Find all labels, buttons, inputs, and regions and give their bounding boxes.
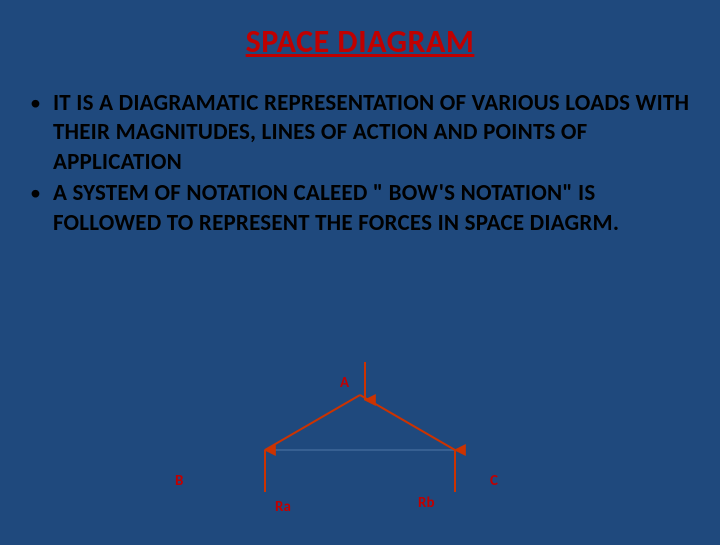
label-rb: Rb	[418, 494, 435, 512]
roof-right-line	[360, 395, 455, 450]
label-c: C	[490, 472, 498, 490]
bullet-item: • IT IS A DIAGRAMATIC REPRESENTATION OF …	[26, 89, 694, 177]
label-a: A	[340, 374, 349, 392]
label-b: B	[175, 472, 183, 490]
bullet-marker: •	[30, 89, 41, 117]
bullet-item: • A SYSTEM OF NOTATION CALEED " BOW'S NO…	[26, 179, 694, 238]
bullet-marker: •	[30, 179, 41, 207]
bullet-text: IT IS A DIAGRAMATIC REPRESENTATION OF VA…	[53, 89, 694, 177]
roof-left-line	[265, 395, 360, 450]
diagram-svg	[0, 350, 720, 540]
bullet-list: • IT IS A DIAGRAMATIC REPRESENTATION OF …	[0, 61, 720, 238]
label-ra: Ra	[275, 498, 291, 516]
bullet-text: A SYSTEM OF NOTATION CALEED " BOW'S NOTA…	[53, 179, 694, 238]
space-diagram: A B C Ra Rb	[0, 350, 720, 540]
slide-title: SPACE DIAGRAM	[0, 0, 720, 61]
